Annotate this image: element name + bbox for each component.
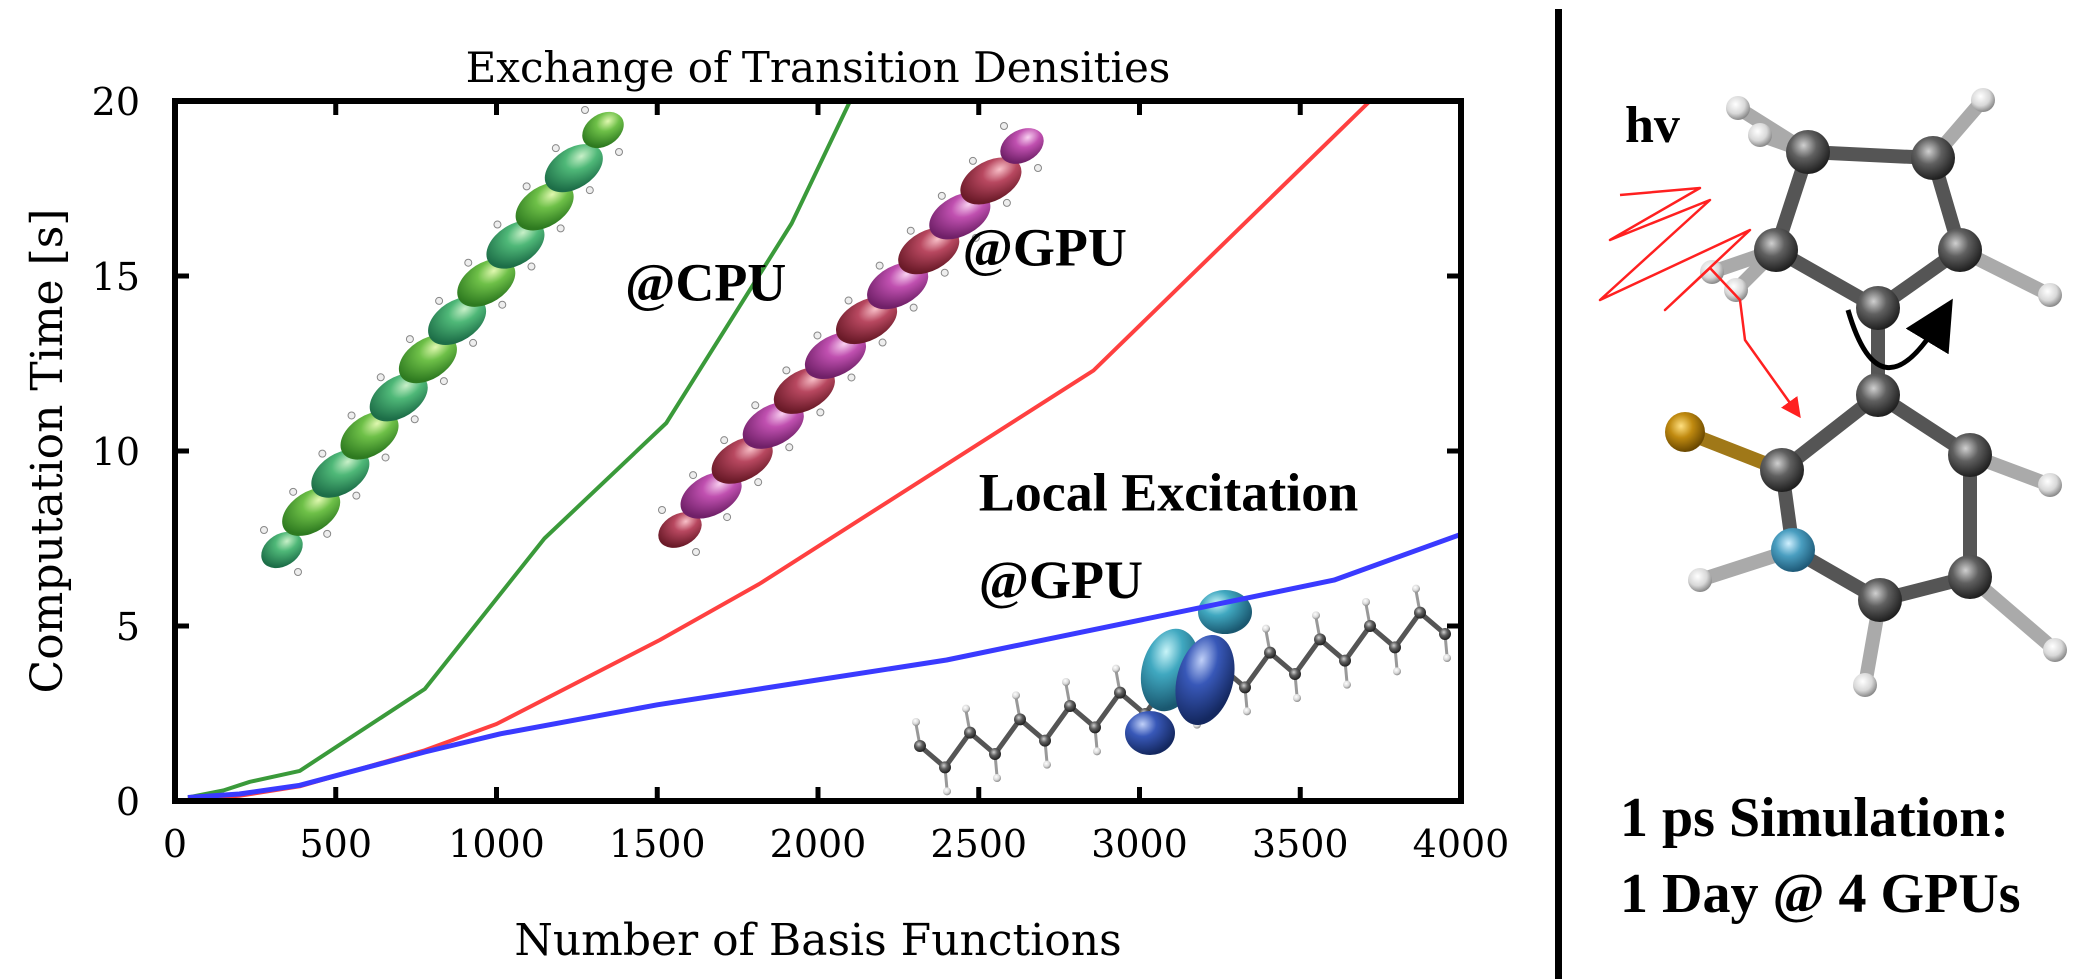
annotation-layer: @CPU @GPU Local Excitation @GPU <box>625 218 1358 611</box>
orbital-lobe <box>457 258 516 307</box>
hydrogen-atom <box>1724 278 1748 302</box>
rotation-arrow-icon <box>1845 298 1953 370</box>
x-tick-label: 3500 <box>1252 822 1349 866</box>
x-tick-label: 4000 <box>1413 822 1510 866</box>
y-tick-label: 5 <box>116 605 140 649</box>
carbon-atom <box>1014 713 1026 726</box>
carbon-atom <box>1289 668 1301 680</box>
x-tick-label: 500 <box>299 822 372 866</box>
hydrogen-atom <box>2043 638 2067 662</box>
carbon-atom <box>1239 681 1251 694</box>
tick-layer: 0 500 1000 1500 2000 2500 3000 3500 4000 0 5 10 15 20 <box>92 80 1510 866</box>
carbon-atom <box>1039 734 1051 747</box>
local-excitation-molecule-image <box>912 584 1451 796</box>
hydrogen-atom <box>1726 96 1750 120</box>
orbital-lobe <box>486 220 545 269</box>
y-tick-label: 0 <box>116 780 140 824</box>
orbital-lobe <box>515 182 574 231</box>
orbital-lobe <box>340 411 399 460</box>
panel-divider <box>1555 9 1562 979</box>
series-annotation: @GPU <box>963 218 1127 278</box>
series-line-local-excitation <box>187 531 1462 800</box>
orbital-lobe <box>658 512 702 548</box>
carbon-atom <box>1754 228 1798 272</box>
chart-title: Exchange of Transition Densities <box>466 43 1171 92</box>
carbon-atom <box>1856 286 1900 330</box>
carbon-atom <box>1339 654 1351 667</box>
carbon-atom <box>1948 433 1992 477</box>
hydrogen-atom <box>1853 673 1877 697</box>
simulation-time-label: 1 ps Simulation: <box>1620 787 2009 849</box>
orbital-lobe <box>261 531 303 569</box>
orbital-lobe <box>1125 711 1175 755</box>
carbon-atom <box>1858 578 1902 622</box>
y-tick-label: 20 <box>92 80 140 124</box>
orbital-lobe <box>428 296 487 346</box>
carbon-atom <box>1064 700 1076 712</box>
photon-wave-icon <box>1598 186 1801 419</box>
nitrogen-atom <box>1771 528 1815 572</box>
y-tick-label: 10 <box>92 430 140 474</box>
carbon-atom <box>1414 606 1426 619</box>
x-tick-label: 0 <box>163 822 187 866</box>
orbital-lobe <box>1000 128 1044 164</box>
x-tick-label: 3000 <box>1091 822 1188 866</box>
y-tick-label: 15 <box>92 255 140 299</box>
hydrogen-atom <box>1971 88 1995 112</box>
series-annotation: @CPU <box>625 253 786 313</box>
series-annotation: Local Excitation <box>979 463 1358 523</box>
cpu-orbital-chain-image <box>260 106 624 576</box>
carbon-atom <box>1786 130 1830 174</box>
carbon-atom <box>1760 448 1804 492</box>
thiopyridone-molecule-image <box>1598 88 2067 697</box>
sulfur-atom <box>1665 412 1705 452</box>
orbital-lobe <box>960 157 1022 205</box>
orbital-lobe <box>582 111 624 149</box>
gpu-orbital-chain-image <box>658 122 1044 556</box>
y-axis-label: Computation Time [s] <box>22 209 73 694</box>
carbon-atom <box>1089 721 1101 734</box>
series-annotation: @GPU <box>979 550 1143 610</box>
x-tick-label: 1000 <box>448 822 545 866</box>
carbon-atom <box>1856 373 1900 417</box>
carbon-atom <box>1911 136 1955 180</box>
x-axis-label: Number of Basis Functions <box>514 915 1121 966</box>
carbon-atom <box>964 726 976 739</box>
carbon-atom <box>1114 686 1126 699</box>
hydrogen-atom <box>1748 123 1772 147</box>
x-tick-label: 1500 <box>609 822 706 866</box>
x-tick-label: 2500 <box>930 822 1027 866</box>
hydrogen-atom <box>1688 568 1712 592</box>
carbon-atom <box>914 740 926 752</box>
light-label: hv <box>1625 97 1680 154</box>
carbon-atom <box>989 748 1001 760</box>
simulation-hardware-label: 1 Day @ 4 GPUs <box>1620 863 2021 925</box>
hydrogen-atom <box>2038 473 2062 497</box>
carbon-atom <box>1364 620 1376 632</box>
carbon-atom <box>1938 228 1982 272</box>
hydrogen-atom <box>2038 283 2062 307</box>
orbital-lobe <box>544 144 603 193</box>
series-layer <box>187 99 1462 802</box>
carbon-atom <box>1439 628 1451 640</box>
carbon-atom <box>1314 633 1326 646</box>
carbon-atom <box>1264 646 1276 659</box>
x-tick-label: 2000 <box>770 822 867 866</box>
orbital-lobe <box>311 449 370 498</box>
carbon-atom <box>1389 641 1401 654</box>
carbon-atom <box>939 761 951 774</box>
carbon-atom <box>1948 555 1992 599</box>
orbital-lobe <box>369 373 428 422</box>
orbital-lobe <box>398 334 457 384</box>
orbital-lobe <box>282 487 341 536</box>
orbital-lobe <box>1175 634 1235 726</box>
